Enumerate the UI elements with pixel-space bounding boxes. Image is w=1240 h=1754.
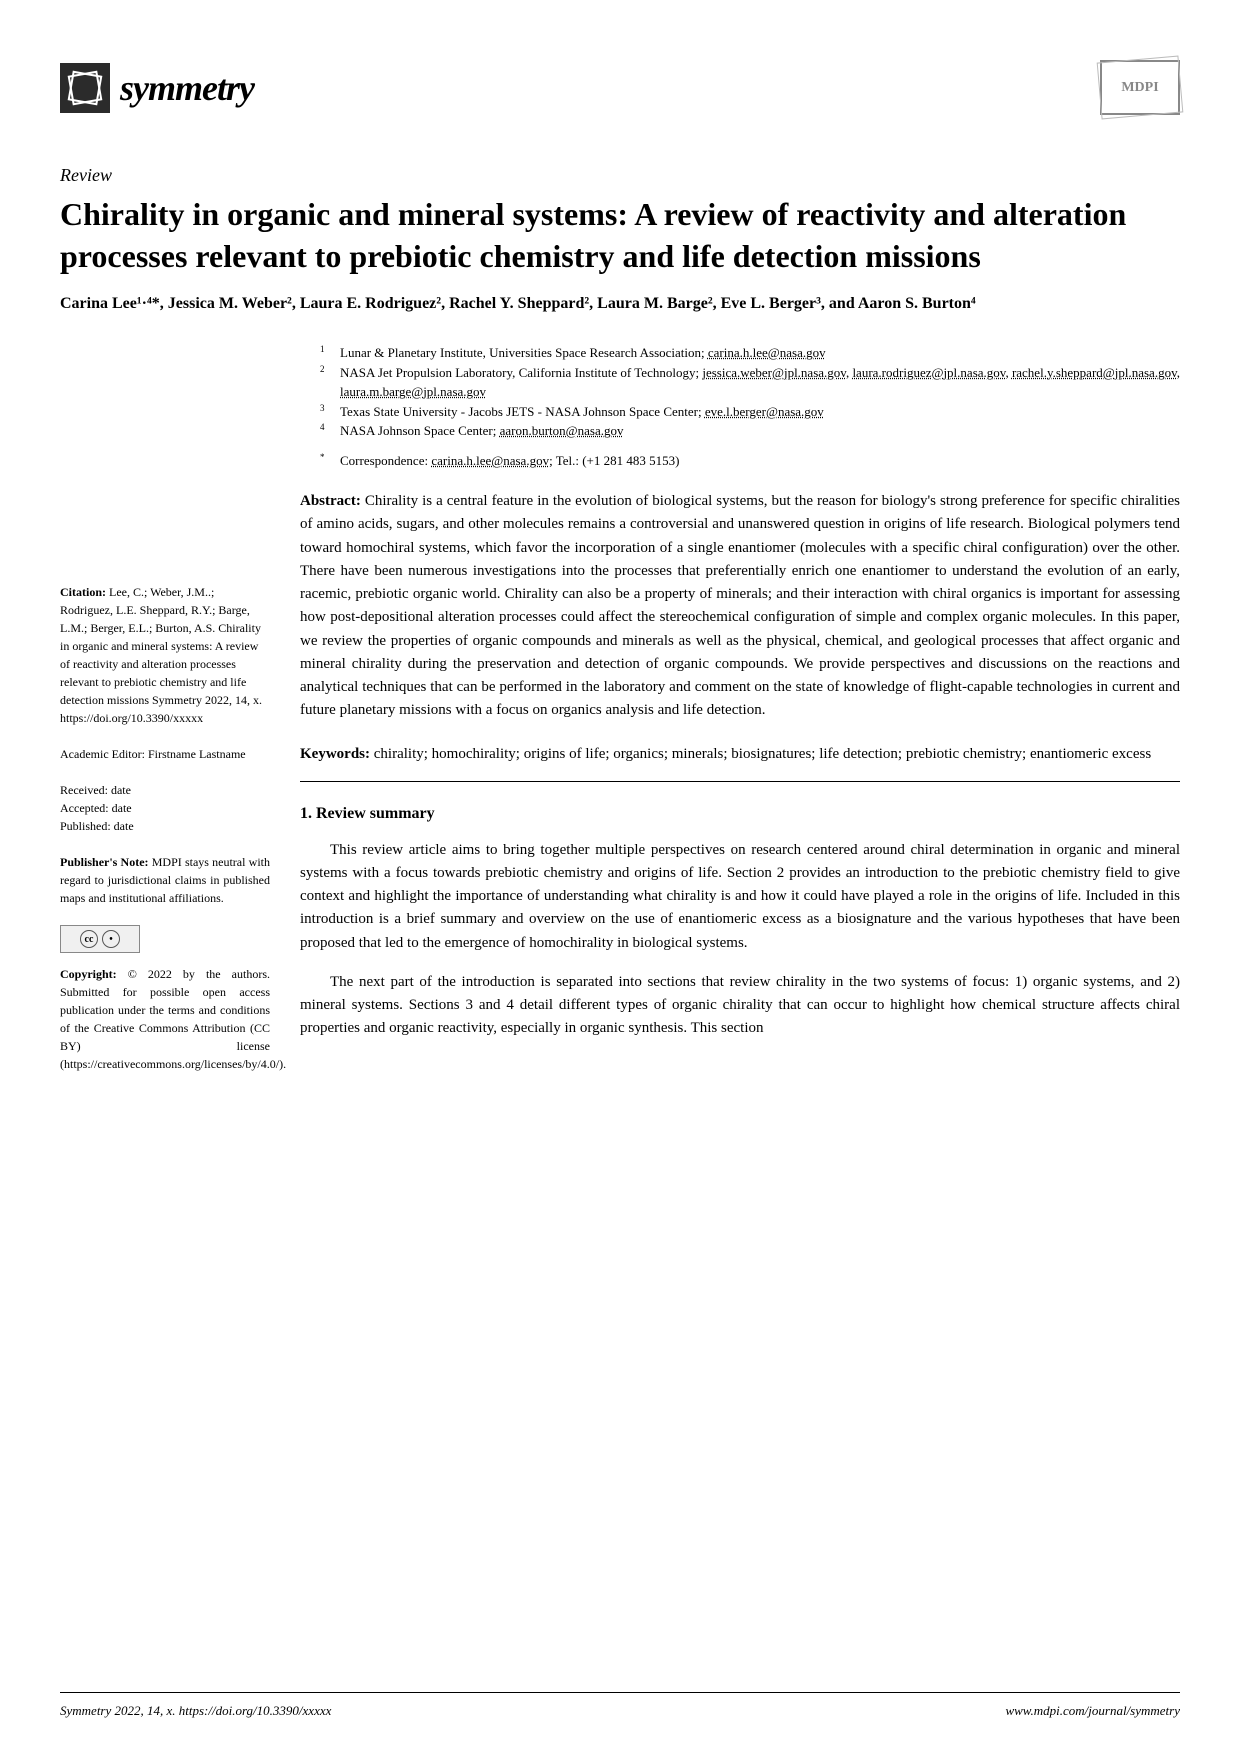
- received-label: Received:: [60, 783, 111, 797]
- affil-text: NASA Jet Propulsion Laboratory, Californ…: [340, 365, 702, 380]
- body-paragraph: The next part of the introduction is sep…: [300, 971, 1180, 1041]
- copyright-block: Copyright: © 2022 by the authors. Submit…: [60, 965, 270, 1073]
- abstract: Abstract: Chirality is a central feature…: [300, 490, 1180, 723]
- footer-left: Symmetry 2022, 14, x. https://doi.org/10…: [60, 1703, 331, 1719]
- affiliation-1: 1 Lunar & Planetary Institute, Universit…: [320, 343, 1180, 363]
- corr-tel: ; Tel.: (+1 281 483 5153): [549, 453, 679, 468]
- journal-logo: symmetry: [60, 63, 254, 113]
- affiliation-3: 3 Texas State University - Jacobs JETS -…: [320, 402, 1180, 422]
- corr-label: Correspondence:: [340, 453, 431, 468]
- copyright-text: © 2022 by the authors. Submitted for pos…: [60, 967, 286, 1071]
- mdpi-logo: MDPI: [1100, 60, 1180, 115]
- affil-email[interactable]: rachel.y.sheppard@jpl.nasa.gov: [1012, 365, 1177, 380]
- affiliation-4: 4 NASA Johnson Space Center; aaron.burto…: [320, 421, 1180, 441]
- cc-icon: cc: [80, 930, 98, 948]
- footer: Symmetry 2022, 14, x. https://doi.org/10…: [60, 1692, 1180, 1719]
- affil-email[interactable]: laura.rodriguez@jpl.nasa.gov: [852, 365, 1005, 380]
- affil-sup: 1: [320, 343, 330, 363]
- affil-text: NASA Johnson Space Center;: [340, 423, 500, 438]
- journal-name: symmetry: [120, 67, 254, 109]
- editor-text: Firstname Lastname: [148, 747, 246, 761]
- symmetry-icon: [60, 63, 110, 113]
- citation-label: Citation:: [60, 585, 109, 599]
- affil-sup: 3: [320, 402, 330, 422]
- affil-email[interactable]: jessica.weber@jpl.nasa.gov: [702, 365, 846, 380]
- editor-label: Academic Editor:: [60, 747, 148, 761]
- affil-email[interactable]: carina.h.lee@nasa.gov: [708, 345, 826, 360]
- affil-text: Lunar & Planetary Institute, Universitie…: [340, 345, 708, 360]
- affiliations: 1 Lunar & Planetary Institute, Universit…: [300, 343, 1180, 470]
- header: symmetry MDPI: [60, 60, 1180, 115]
- sidebar: Citation: Lee, C.; Weber, J.M..; Rodrigu…: [60, 343, 270, 1091]
- affil-sup: 2: [320, 363, 330, 402]
- article-body: 1 Lunar & Planetary Institute, Universit…: [300, 343, 1180, 1091]
- accepted-label: Accepted:: [60, 801, 112, 815]
- citation-block: Citation: Lee, C.; Weber, J.M..; Rodrigu…: [60, 583, 270, 727]
- affil-email[interactable]: eve.l.berger@nasa.gov: [705, 404, 824, 419]
- body-paragraph: This review article aims to bring togeth…: [300, 839, 1180, 955]
- affil-email[interactable]: aaron.burton@nasa.gov: [500, 423, 624, 438]
- section-heading: 1. Review summary: [300, 802, 1180, 827]
- article-authors: Carina Lee¹·⁴*, Jessica M. Weber², Laura…: [60, 295, 1180, 313]
- keywords-label: Keywords:: [300, 746, 374, 762]
- affil-email[interactable]: laura.m.barge@jpl.nasa.gov: [340, 384, 486, 399]
- publisher-note-block: Publisher's Note: MDPI stays neutral wit…: [60, 853, 270, 907]
- affil-sup: 4: [320, 421, 330, 441]
- editor-block: Academic Editor: Firstname Lastname: [60, 745, 270, 763]
- corr-sup: *: [320, 451, 330, 471]
- keywords: Keywords: chirality; homochirality; orig…: [300, 743, 1180, 782]
- by-icon: •: [102, 930, 120, 948]
- corr-email[interactable]: carina.h.lee@nasa.gov: [431, 453, 549, 468]
- publisher-note-label: Publisher's Note:: [60, 855, 152, 869]
- published-text: date: [114, 819, 134, 833]
- citation-text: Lee, C.; Weber, J.M..; Rodriguez, L.E. S…: [60, 585, 262, 725]
- article-title: Chirality in organic and mineral systems…: [60, 194, 1180, 277]
- received-text: date: [111, 783, 131, 797]
- article-type: Review: [60, 165, 1180, 186]
- publisher-name: MDPI: [1121, 80, 1158, 96]
- keywords-text: chirality; homochirality; origins of lif…: [374, 746, 1151, 762]
- cc-badge: cc •: [60, 925, 140, 953]
- affiliation-2: 2 NASA Jet Propulsion Laboratory, Califo…: [320, 363, 1180, 402]
- abstract-text: Chirality is a central feature in the ev…: [300, 493, 1180, 718]
- footer-right: www.mdpi.com/journal/symmetry: [1005, 1703, 1180, 1719]
- published-label: Published:: [60, 819, 114, 833]
- affil-text: Texas State University - Jacobs JETS - N…: [340, 404, 705, 419]
- main-content: Citation: Lee, C.; Weber, J.M..; Rodrigu…: [60, 343, 1180, 1091]
- correspondence: * Correspondence: carina.h.lee@nasa.gov;…: [320, 451, 1180, 471]
- dates-block: Received: date Accepted: date Published:…: [60, 781, 270, 835]
- accepted-text: date: [112, 801, 132, 815]
- copyright-label: Copyright:: [60, 967, 128, 981]
- abstract-label: Abstract:: [300, 493, 365, 509]
